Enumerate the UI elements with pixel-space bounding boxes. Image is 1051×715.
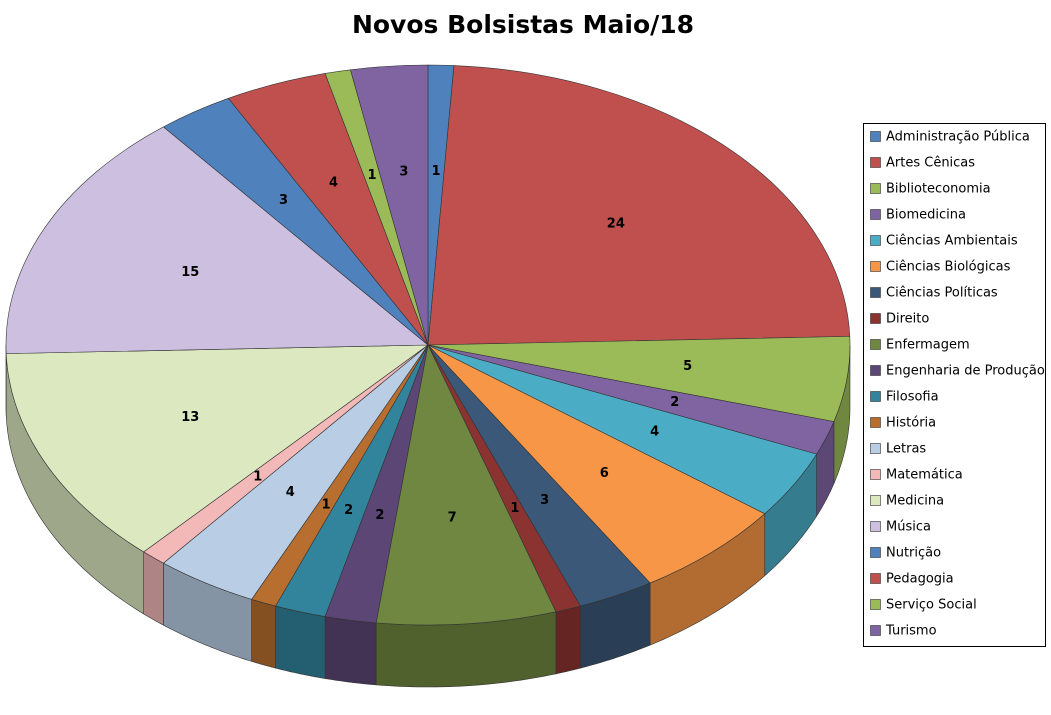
legend-label: Turismo bbox=[885, 624, 937, 639]
data-label: 1 bbox=[510, 501, 519, 516]
data-label: 7 bbox=[448, 510, 457, 525]
data-label: 24 bbox=[607, 217, 625, 232]
legend-swatch bbox=[871, 600, 881, 610]
legend-swatch bbox=[871, 418, 881, 428]
legend-label: Letras bbox=[886, 442, 926, 457]
pie-side bbox=[276, 606, 326, 678]
legend-swatch bbox=[871, 340, 881, 350]
legend-label: Biomedicina bbox=[886, 208, 966, 223]
legend-label: Serviço Social bbox=[886, 598, 977, 613]
chart-title: Novos Bolsistas Maio/18 bbox=[352, 10, 694, 39]
legend-swatch bbox=[871, 236, 881, 246]
legend-swatch bbox=[871, 158, 881, 168]
data-label: 1 bbox=[368, 168, 377, 183]
pie-side bbox=[556, 606, 581, 674]
data-label: 6 bbox=[600, 466, 609, 481]
data-label: 2 bbox=[670, 395, 679, 410]
legend-swatch bbox=[871, 366, 881, 376]
legend-label: Pedagogia bbox=[886, 572, 954, 587]
data-label: 5 bbox=[683, 359, 692, 374]
legend-swatch bbox=[871, 132, 881, 142]
legend-label: Biblioteconomia bbox=[886, 182, 991, 197]
legend-swatch bbox=[871, 496, 881, 506]
pie-side bbox=[325, 617, 376, 685]
legend-box bbox=[864, 124, 1046, 647]
legend-label: Nutrição bbox=[886, 546, 941, 561]
legend-swatch bbox=[871, 626, 881, 636]
legend-label: Ciências Políticas bbox=[886, 286, 998, 301]
legend-label: Enfermagem bbox=[886, 338, 970, 353]
legend-label: Artes Cênicas bbox=[886, 156, 975, 171]
legend-label: Medicina bbox=[886, 494, 944, 509]
data-label: 4 bbox=[329, 176, 338, 191]
data-label: 2 bbox=[375, 508, 384, 523]
legend-label: Música bbox=[886, 520, 931, 535]
legend-swatch bbox=[871, 392, 881, 402]
data-label: 4 bbox=[650, 424, 659, 439]
data-label: 3 bbox=[279, 193, 288, 208]
data-label: 3 bbox=[399, 165, 408, 180]
legend-label: História bbox=[886, 416, 936, 431]
legend-swatch bbox=[871, 314, 881, 324]
data-label: 1 bbox=[253, 469, 262, 484]
legend-label: Administração Pública bbox=[886, 130, 1030, 145]
legend-label: Filosofia bbox=[886, 390, 939, 405]
legend-swatch bbox=[871, 288, 881, 298]
legend-label: Engenharia de Produção bbox=[886, 364, 1045, 379]
data-label: 1 bbox=[321, 497, 330, 512]
data-label: 3 bbox=[540, 493, 549, 508]
pie-side bbox=[252, 599, 276, 668]
legend-label: Ciências Ambientais bbox=[886, 234, 1018, 249]
data-label: 4 bbox=[286, 485, 295, 500]
legend-swatch bbox=[871, 444, 881, 454]
legend-swatch bbox=[871, 262, 881, 272]
legend-swatch bbox=[871, 470, 881, 480]
legend-swatch bbox=[871, 522, 881, 532]
data-label: 13 bbox=[181, 410, 199, 425]
legend-swatch bbox=[871, 548, 881, 558]
legend-swatch bbox=[871, 210, 881, 220]
legend-label: Ciências Biológicas bbox=[886, 260, 1011, 275]
legend-swatch bbox=[871, 574, 881, 584]
pie-side bbox=[144, 552, 164, 625]
data-label: 1 bbox=[432, 164, 441, 179]
pie-slice bbox=[428, 66, 850, 345]
legend-swatch bbox=[871, 184, 881, 194]
data-label: 15 bbox=[181, 265, 199, 280]
legend-label: Matemática bbox=[886, 468, 963, 483]
legend-label: Direito bbox=[886, 312, 929, 327]
data-label: 2 bbox=[344, 503, 353, 518]
